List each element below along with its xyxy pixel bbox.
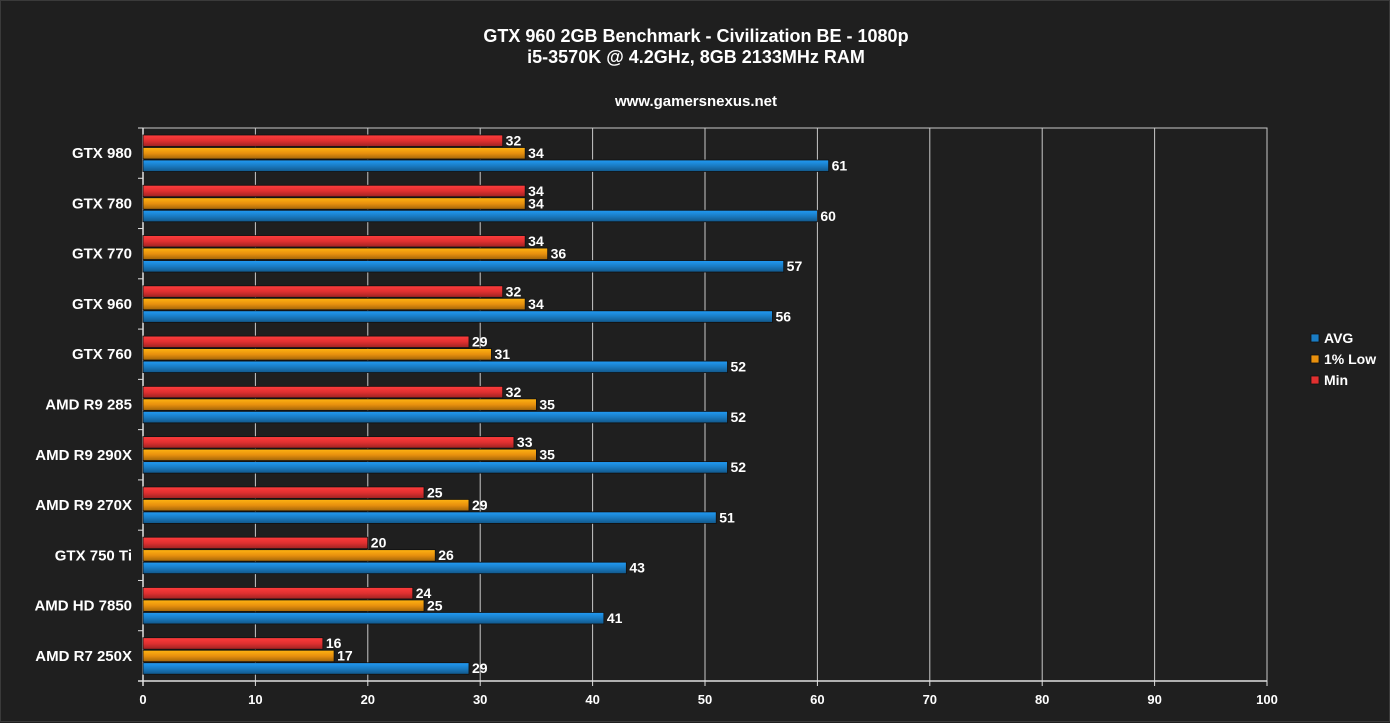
data-label: 52 [730, 409, 746, 425]
data-label: 34 [528, 183, 544, 199]
x-tick-label: 0 [139, 692, 146, 707]
category-label: AMD R9 270X [35, 497, 132, 514]
data-label: 34 [528, 145, 544, 161]
category-label: AMD HD 7850 [34, 598, 132, 615]
data-label: 36 [551, 246, 567, 262]
data-label: 25 [427, 484, 443, 500]
bar-1-low [142, 398, 537, 411]
bar-1-low [142, 147, 526, 160]
bar-1-low [142, 649, 335, 663]
bar-avg [142, 310, 773, 323]
category-label: GTX 770 [72, 246, 132, 263]
bar-1-low [142, 448, 537, 462]
x-tick-label: 100 [1256, 692, 1278, 707]
data-label: 29 [472, 334, 488, 350]
bar-min [142, 134, 504, 147]
bar-min [142, 436, 515, 449]
data-label: 20 [371, 535, 387, 551]
legend-label: Min [1324, 372, 1348, 388]
bar-avg [142, 159, 830, 172]
data-label: 31 [494, 346, 510, 362]
bar-1-low [142, 599, 425, 612]
bar-1-low [142, 297, 526, 311]
chart-source: www.gamersnexus.net [614, 93, 777, 110]
bar-1-low [142, 247, 549, 260]
bar-min [142, 637, 324, 650]
category-label: GTX 760 [72, 346, 132, 363]
bar-avg [142, 461, 728, 474]
data-label: 52 [730, 359, 746, 375]
bar-min [142, 536, 369, 550]
bar-avg [142, 209, 818, 223]
bar-1-low [142, 549, 436, 562]
data-label: 52 [730, 459, 746, 475]
bar-avg [142, 260, 785, 273]
data-label: 29 [472, 660, 488, 676]
data-label: 57 [787, 258, 803, 274]
chart-subtitle: i5-3570K @ 4.2GHz, 8GB 2133MHz RAM [527, 47, 865, 67]
x-tick-label: 90 [1147, 692, 1161, 707]
data-label: 24 [416, 585, 432, 601]
bar-avg [142, 360, 728, 373]
data-label: 34 [528, 195, 544, 211]
legend-swatch [1310, 354, 1320, 364]
category-label: GTX 980 [72, 145, 132, 162]
bar-1-low [142, 197, 526, 210]
bar-min [142, 235, 526, 248]
x-tick-label: 30 [473, 692, 487, 707]
data-label: 35 [539, 447, 555, 463]
data-label: 34 [528, 296, 544, 312]
bar-min [142, 587, 414, 600]
data-label: 16 [326, 635, 342, 651]
category-label: AMD R9 290X [35, 447, 132, 464]
bar-min [142, 385, 504, 399]
bar-avg [142, 662, 470, 675]
bar-min [142, 285, 504, 298]
data-label: 32 [506, 133, 522, 149]
category-label: AMD R7 250X [35, 648, 132, 665]
category-label: AMD R9 285 [45, 397, 132, 414]
data-label: 43 [629, 560, 645, 576]
data-label: 34 [528, 233, 544, 249]
bar-min [142, 335, 470, 348]
category-label: GTX 780 [72, 195, 132, 212]
data-label: 33 [517, 434, 533, 450]
bar-min [142, 486, 425, 499]
x-tick-label: 70 [923, 692, 937, 707]
data-label: 32 [506, 384, 522, 400]
data-label: 41 [607, 610, 623, 626]
bar-avg [142, 410, 728, 424]
data-label: 25 [427, 597, 443, 613]
data-label: 17 [337, 648, 353, 664]
x-tick-label: 40 [585, 692, 599, 707]
bar-avg [142, 561, 627, 575]
data-label: 60 [820, 208, 836, 224]
chart-title: GTX 960 2GB Benchmark - Civilization BE … [483, 26, 908, 46]
bar-1-low [142, 499, 470, 512]
x-tick-label: 60 [810, 692, 824, 707]
data-label: 51 [719, 509, 735, 525]
legend-label: 1% Low [1324, 351, 1376, 367]
x-tick-label: 20 [361, 692, 375, 707]
bar-1-low [142, 348, 492, 361]
x-tick-label: 10 [248, 692, 262, 707]
category-label: GTX 750 Ti [55, 547, 132, 564]
legend-label: AVG [1324, 330, 1353, 346]
category-label: GTX 960 [72, 296, 132, 313]
x-tick-label: 80 [1035, 692, 1049, 707]
legend-swatch [1310, 333, 1320, 343]
x-tick-label: 50 [698, 692, 712, 707]
bar-min [142, 184, 526, 198]
data-label: 56 [775, 308, 791, 324]
data-label: 35 [539, 396, 555, 412]
bar-avg [142, 612, 605, 625]
data-label: 32 [506, 283, 522, 299]
data-label: 61 [832, 158, 848, 174]
bar-avg [142, 511, 717, 524]
legend-swatch [1310, 375, 1320, 385]
data-label: 29 [472, 497, 488, 513]
data-label: 26 [438, 547, 454, 563]
